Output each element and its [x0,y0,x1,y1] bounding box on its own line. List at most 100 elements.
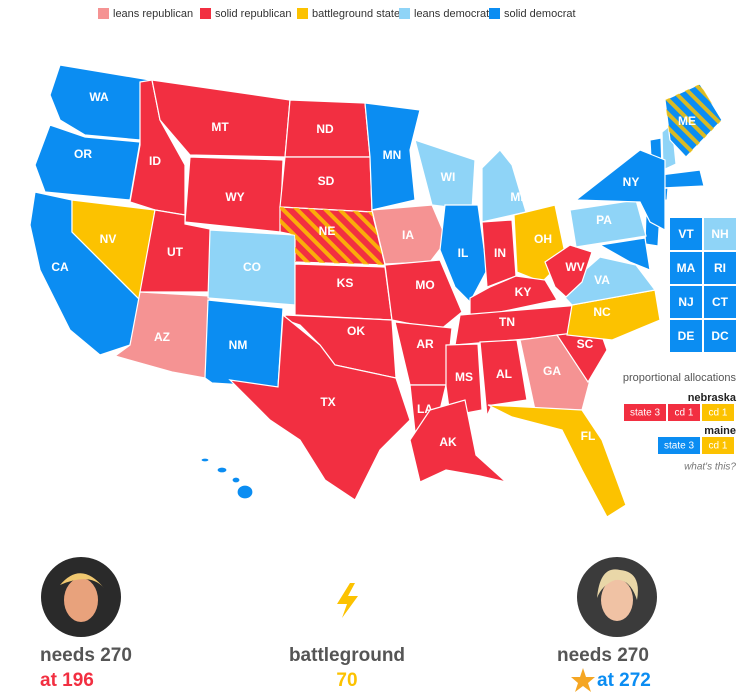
legend-swatch [98,8,109,19]
prop-part-label: cd 1 [675,408,694,419]
small-state-box [704,218,736,250]
state-shape [574,149,666,231]
prop-link: what's this? [684,462,736,473]
split-hatch [280,207,385,265]
state-shape [231,476,241,484]
state-shape [151,79,291,158]
state-label: AK [439,435,457,449]
state-label: AL [496,367,512,381]
state-label: WI [441,170,456,184]
state-label: KY [515,285,532,299]
candidate-face [601,579,633,621]
state-shape [569,199,647,248]
state-label: ID [149,154,161,168]
state-label: NE [319,224,336,238]
small-state-box [704,320,736,352]
state-label: SC [577,337,594,351]
small-state-box [670,286,702,318]
state-label: WV [565,260,584,274]
state-label: AR [416,337,434,351]
prop-part [702,437,734,454]
map: WA OR CA ID NV MT WY UT AZ CO NM ND SD NE KS OK TX MN IA MO… [29,64,723,518]
prop-part-label: state 3 [630,408,660,419]
candidate-face [64,578,98,622]
candidate-hair [60,573,104,588]
split-hatch [665,84,722,157]
state-label: IL [458,246,469,260]
state-shape [394,321,453,386]
state-label: MS [455,370,473,384]
state-label: IN [494,246,506,260]
small-state-box [670,320,702,352]
legend-label: solid democrat [504,8,576,20]
electoral-count: at 196 [40,670,94,691]
small-state-box [670,252,702,284]
state-shape [364,102,421,211]
state-label: KS [337,276,354,290]
legend-swatch [399,8,410,19]
needs-label: needs 270 [557,645,649,666]
state-label: CA [51,260,69,274]
small-state-label: DE [678,329,695,343]
state-label: UT [167,245,184,259]
state-shape [481,149,527,223]
small-state-box [704,252,736,284]
state-label: SD [318,174,335,188]
prop-part [624,404,666,421]
state-shape [598,237,651,271]
prop-part [658,437,700,454]
prop-part [702,404,734,421]
state-shape [409,399,509,484]
electoral-count: at 272 [597,670,651,691]
prop-part-label: cd 1 [709,408,728,419]
battleground-count: 70 [336,670,357,691]
state-shape [479,339,528,419]
small-state-label: CT [712,295,729,309]
state-label: MN [383,148,402,162]
small-state-label: RI [714,261,726,275]
state-shape [216,466,228,474]
state-label: WA [89,90,109,104]
scoreboard: needs 270 at 196 battleground 70 needs 270 at… [40,557,657,692]
state-label: TX [320,395,335,409]
prop-group: nebraska [688,392,737,404]
state-label: ME [678,114,696,128]
state-label: OK [347,324,365,338]
state-shape [384,259,463,331]
legend-swatch [489,8,500,19]
state-label: MO [415,278,434,292]
state-label: IA [402,228,414,242]
small-state-label: DC [711,329,729,343]
state-shape [659,169,705,189]
state-label: GA [543,364,561,378]
state-shape [544,244,593,298]
state-label: NM [229,338,248,352]
small-state-label: NH [711,227,728,241]
state-shape [371,204,448,265]
state-label: NC [593,305,611,319]
state-shape [236,484,254,500]
small-state-grid: VT NH MA RI NJ CT DE DC [670,218,736,352]
legend-label: leans republican [113,8,193,20]
small-state-box [670,218,702,250]
small-state-box [704,286,736,318]
needs-label: needs 270 [40,645,132,666]
battleground-label: battleground [289,645,405,666]
state-label: ND [316,122,334,136]
legend-swatch [200,8,211,19]
state-shape [559,256,657,306]
state-label: PA [596,213,612,227]
state-label: NV [100,232,117,246]
state-shape [519,334,591,411]
state-label: NY [623,175,640,189]
state-shape [228,313,411,501]
legend-swatch [297,8,308,19]
lightning-icon [337,583,358,618]
state-label: OH [534,232,552,246]
prop-part [668,404,700,421]
prop-part-label: cd 1 [709,441,728,452]
star-icon [571,668,595,692]
state-label: MT [211,120,229,134]
